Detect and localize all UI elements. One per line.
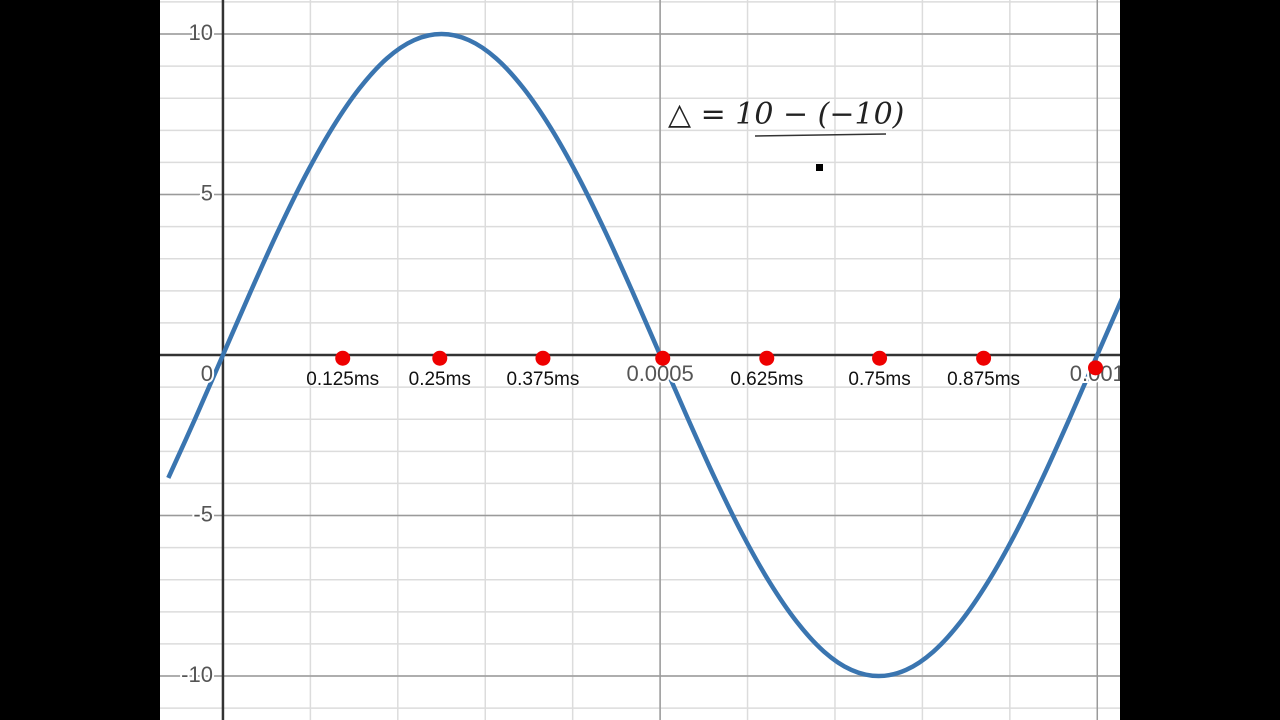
point: [432, 350, 448, 366]
point: [655, 350, 671, 366]
x-tick-label: 0: [201, 361, 213, 386]
point: [1088, 360, 1104, 376]
point-label: 0.625ms: [730, 369, 803, 390]
sine-curve: [166, 31, 1120, 679]
point: [335, 350, 351, 366]
point-label: 0.875ms: [947, 369, 1020, 390]
annotation: △ = 10 − (−10): [668, 97, 904, 132]
point: [976, 350, 992, 366]
y-tick-label: -10: [181, 662, 213, 687]
point: [535, 350, 551, 366]
y-tick-label: -5: [193, 501, 213, 526]
annotation-underline: [754, 133, 887, 137]
point-label: 0.25ms: [409, 369, 471, 390]
plot: 0.00050.001: [160, 0, 1120, 720]
point-label: 0.125ms: [306, 369, 379, 390]
point: [872, 350, 888, 366]
y-tick-label: 5: [201, 180, 213, 205]
y-tick-label: 10: [188, 20, 212, 45]
point-label: 0.375ms: [507, 369, 580, 390]
point: [759, 350, 775, 366]
plot-area: [160, 0, 1120, 720]
point-label: 0.75ms: [848, 369, 910, 390]
cursor: [816, 164, 823, 171]
